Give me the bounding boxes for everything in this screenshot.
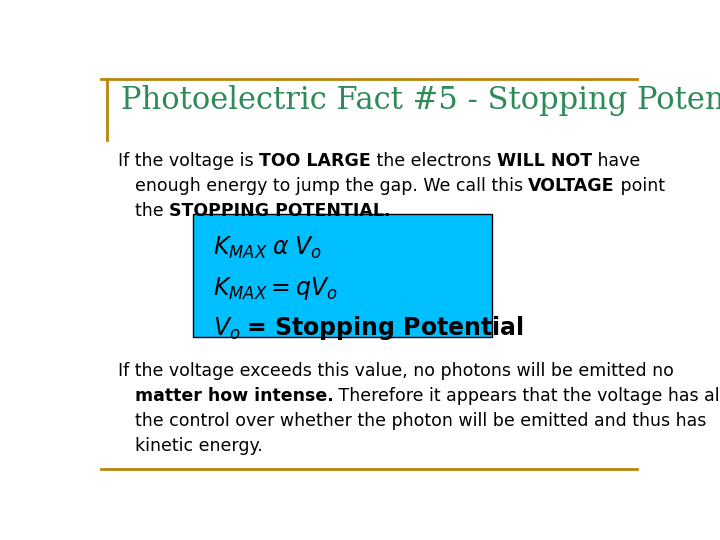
Text: $K_{MAX} = qV_o$: $K_{MAX} = qV_o$ (213, 275, 338, 302)
Text: the electrons: the electrons (371, 152, 497, 170)
Text: STOPPING POTENTIAL.: STOPPING POTENTIAL. (168, 202, 390, 220)
Text: the: the (135, 202, 168, 220)
FancyBboxPatch shape (193, 214, 492, 337)
Text: If the voltage is: If the voltage is (118, 152, 259, 170)
Text: point: point (615, 177, 665, 195)
Text: have: have (592, 152, 640, 170)
Text: enough energy to jump the gap. We call this: enough energy to jump the gap. We call t… (135, 177, 528, 195)
Text: matter how intense.: matter how intense. (135, 387, 333, 405)
Text: $K_{MAX}\;\alpha\;V_o$: $K_{MAX}\;\alpha\;V_o$ (213, 235, 322, 261)
Text: TOO LARGE: TOO LARGE (259, 152, 371, 170)
Text: Therefore it appears that the voltage has all: Therefore it appears that the voltage ha… (333, 387, 720, 405)
Text: WILL NOT: WILL NOT (497, 152, 592, 170)
Text: VOLTAGE: VOLTAGE (528, 177, 615, 195)
Text: If the voltage exceeds this value, no photons will be emitted no: If the voltage exceeds this value, no ph… (118, 362, 674, 380)
Text: Photoelectric Fact #5 - Stopping Potential: Photoelectric Fact #5 - Stopping Potenti… (121, 85, 720, 116)
Text: kinetic energy.: kinetic energy. (135, 437, 262, 455)
Text: the control over whether the photon will be emitted and thus has: the control over whether the photon will… (135, 412, 706, 430)
Text: $V_o\;$= Stopping Potential: $V_o\;$= Stopping Potential (213, 314, 523, 342)
